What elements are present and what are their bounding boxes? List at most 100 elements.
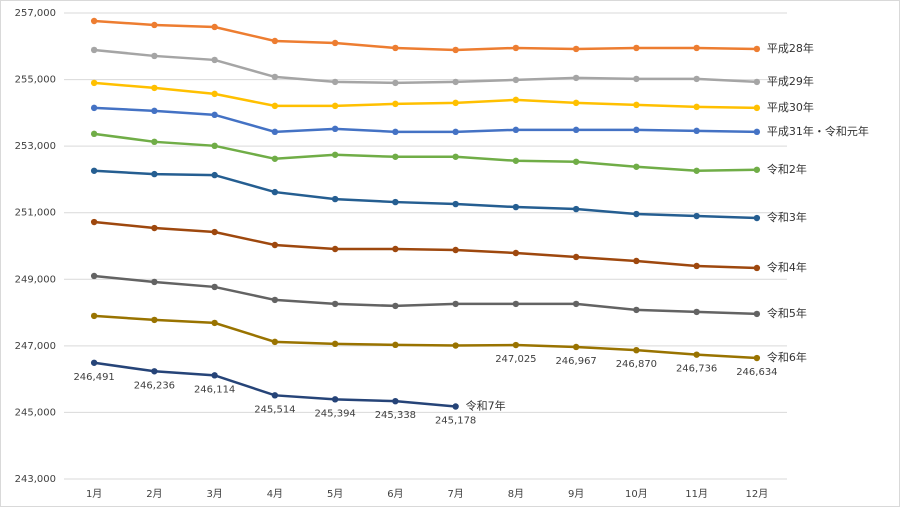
data-point [512,76,520,84]
data-point [753,214,761,222]
data-point [753,104,761,112]
data-point [633,257,640,265]
data-point [633,44,640,52]
data-point [452,78,459,86]
x-tick-label: 7月 [447,488,463,500]
data-point [452,46,459,54]
data-point [572,74,580,82]
series-line [94,81,757,110]
data-point [90,312,98,320]
data-point [693,212,700,220]
data-point [151,84,158,92]
data-point [211,228,218,236]
data-point [392,302,399,310]
y-tick-label: 251,000 [15,208,56,219]
data-point [633,306,640,314]
data-point [331,396,339,403]
data-point [271,155,279,162]
data-point [452,128,459,136]
y-tick-label: 253,000 [15,141,56,152]
data-point [271,188,279,196]
data-point [151,224,158,232]
x-tick-label: 2月 [146,488,162,500]
series-line [94,169,757,220]
x-tick-label: 4月 [267,488,283,500]
data-point [572,300,580,308]
series-name: 平成31年・令和元年 [767,124,869,138]
data-point [753,310,761,318]
data-point [392,397,399,405]
data-point [331,340,339,348]
series-name: 平成29年 [767,74,814,88]
data-point [572,343,580,351]
series-line [94,314,757,360]
data-point [512,341,520,349]
data-point [512,249,520,257]
data-point [90,272,98,280]
data-point [693,262,700,270]
x-tick-label: 8月 [508,488,524,500]
data-point [512,300,520,308]
y-tick-label: 247,000 [15,341,56,352]
data-point [271,128,279,136]
data-point [633,210,640,218]
data-label: 246,491 [73,372,114,383]
series-line [94,106,757,134]
data-point [271,73,279,81]
x-tick-label: 3月 [206,488,222,500]
y-tick-label: 245,000 [15,407,56,418]
y-tick-label: 249,000 [15,274,56,285]
x-tick-label: 12月 [746,488,769,500]
data-point [693,308,700,316]
series-line [94,220,757,270]
series-name: 令和6年 [767,350,807,364]
data-point [271,338,279,346]
data-point [572,126,580,134]
series-line [94,19,757,52]
y-tick-label: 255,000 [15,75,56,86]
data-point [331,125,339,133]
data-point [271,37,279,45]
data-label: 246,114 [194,384,235,395]
data-label: 246,870 [616,359,657,370]
series-line [93,132,757,173]
data-point [331,102,339,110]
data-point [452,153,459,160]
data-label: 245,178 [435,416,476,427]
data-label: 246,967 [555,356,596,367]
data-point [211,142,218,150]
data-point [331,245,339,253]
data-point [693,167,700,174]
data-point [331,78,339,86]
data-label: 245,514 [254,404,295,415]
data-point [512,96,520,104]
data-point [512,126,520,134]
data-point [572,158,580,165]
data-point [151,278,158,286]
data-label: 247,025 [495,354,536,365]
data-point [753,166,761,173]
data-point [693,351,700,358]
data-point [392,100,399,108]
data-point [753,354,761,362]
data-point [693,44,700,52]
data-point [331,300,339,308]
x-tick-label: 10月 [625,488,648,500]
data-point [633,75,640,83]
data-point [211,90,218,98]
data-point [151,107,158,115]
data-point [211,23,218,31]
series-line [94,274,757,316]
data-point [90,359,98,366]
data-point [392,128,399,136]
data-point [452,342,459,349]
data-point [572,205,580,213]
data-label: 246,634 [736,367,777,378]
x-tick-label: 5月 [327,488,343,500]
data-point [633,101,640,109]
data-point [452,99,459,107]
data-point [271,102,279,110]
data-point [512,157,520,164]
data-point [331,195,339,203]
